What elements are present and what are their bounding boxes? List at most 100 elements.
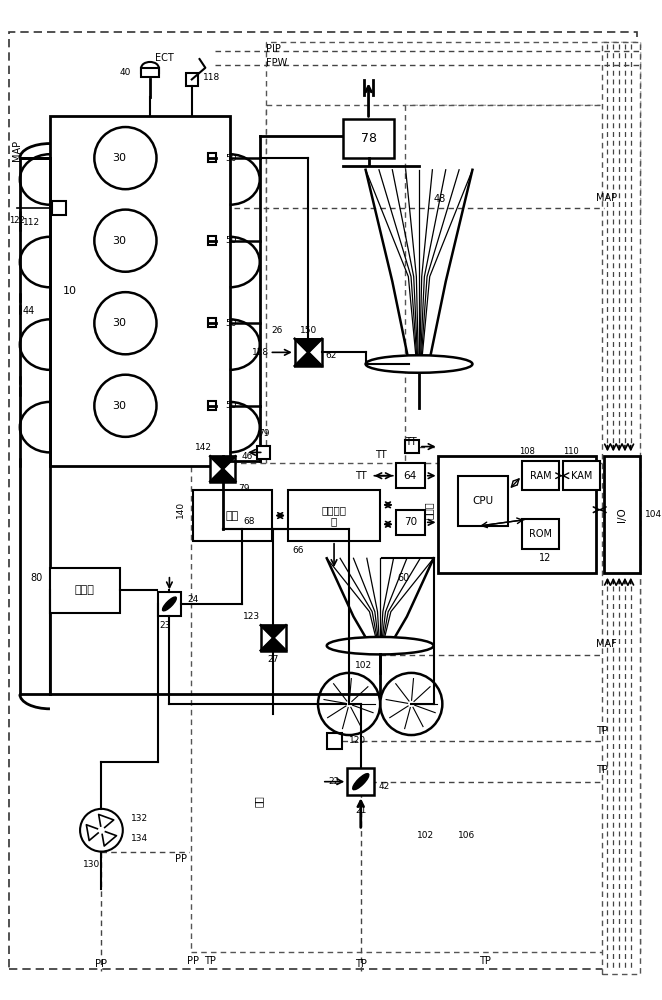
Bar <box>257 446 271 459</box>
Text: 68: 68 <box>244 517 255 526</box>
Text: MAF: MAF <box>596 639 616 649</box>
Text: TP: TP <box>205 956 216 966</box>
Text: ECT: ECT <box>155 53 173 63</box>
Bar <box>193 490 272 541</box>
Text: TP: TP <box>355 959 367 969</box>
Ellipse shape <box>327 637 434 654</box>
Text: 122: 122 <box>9 216 24 225</box>
Text: MAP: MAP <box>12 140 22 161</box>
Text: TP: TP <box>596 765 608 775</box>
Text: 62: 62 <box>326 351 337 360</box>
Bar <box>405 440 419 453</box>
Bar <box>438 456 596 573</box>
Ellipse shape <box>353 774 369 790</box>
Bar <box>50 116 230 466</box>
Text: ROM: ROM <box>529 529 552 539</box>
Text: 78: 78 <box>361 132 377 145</box>
Bar <box>186 73 197 86</box>
Text: 升压: 升压 <box>254 795 263 807</box>
Text: 70: 70 <box>404 517 417 527</box>
Text: 30: 30 <box>113 153 126 163</box>
Ellipse shape <box>365 355 473 373</box>
Bar <box>563 461 600 490</box>
Text: 140: 140 <box>176 501 185 518</box>
Text: 120: 120 <box>349 736 366 745</box>
Bar <box>261 625 286 651</box>
Text: 128: 128 <box>252 348 269 357</box>
Text: 44: 44 <box>23 306 34 316</box>
Bar <box>347 768 374 795</box>
Text: 134: 134 <box>130 834 148 843</box>
Bar <box>209 236 216 245</box>
Polygon shape <box>295 339 322 352</box>
Text: 108: 108 <box>519 447 535 456</box>
Bar <box>405 105 639 483</box>
Text: 22: 22 <box>328 777 340 786</box>
Text: RAM: RAM <box>530 471 551 481</box>
Text: 102: 102 <box>355 661 373 670</box>
Text: 46: 46 <box>241 452 253 461</box>
Text: 66: 66 <box>292 546 303 555</box>
Text: 150: 150 <box>300 326 317 335</box>
Bar <box>209 318 216 327</box>
Text: 42: 42 <box>378 782 389 791</box>
Bar <box>396 463 425 488</box>
Bar <box>295 339 322 366</box>
Bar <box>602 42 641 974</box>
Polygon shape <box>295 352 322 366</box>
Text: 112: 112 <box>23 218 40 227</box>
Bar <box>344 119 394 158</box>
Text: 12: 12 <box>539 553 551 563</box>
Polygon shape <box>261 638 286 651</box>
Bar <box>396 510 425 535</box>
Text: 10: 10 <box>62 286 76 296</box>
Text: 64: 64 <box>404 471 417 481</box>
Text: TT: TT <box>375 450 387 460</box>
Text: 30: 30 <box>113 401 126 411</box>
Bar <box>522 519 559 549</box>
Text: TT: TT <box>355 471 367 481</box>
Text: 电池: 电池 <box>226 511 239 521</box>
Text: 21: 21 <box>355 806 367 815</box>
Bar <box>604 456 641 573</box>
Text: 110: 110 <box>563 447 579 456</box>
Bar <box>211 456 236 482</box>
Text: 30: 30 <box>113 318 126 328</box>
Text: 102: 102 <box>416 831 434 840</box>
Text: 50: 50 <box>226 319 237 328</box>
Text: 涡轮驱动
器: 涡轮驱动 器 <box>322 505 346 526</box>
Text: 27: 27 <box>267 655 279 664</box>
Text: 106: 106 <box>458 831 475 840</box>
Text: 60: 60 <box>398 573 410 583</box>
Text: 控制器: 控制器 <box>424 501 434 519</box>
Bar <box>158 592 181 616</box>
Polygon shape <box>261 625 286 638</box>
Text: CPU: CPU <box>473 496 494 506</box>
Text: 30: 30 <box>113 236 126 246</box>
Text: 23: 23 <box>159 621 170 630</box>
Text: 80: 80 <box>30 573 42 583</box>
Text: TP: TP <box>596 726 608 736</box>
Text: KAM: KAM <box>571 471 592 481</box>
Text: 50: 50 <box>226 154 237 163</box>
Bar <box>288 490 380 541</box>
Bar <box>458 476 508 526</box>
Text: 104: 104 <box>645 510 662 519</box>
Text: 142: 142 <box>195 443 212 452</box>
Bar <box>209 153 216 162</box>
Bar <box>522 461 559 490</box>
Text: PP: PP <box>175 854 187 864</box>
Text: MAP: MAP <box>596 193 617 203</box>
Text: FPW: FPW <box>265 58 287 68</box>
Bar <box>209 401 216 410</box>
Text: 123: 123 <box>244 612 261 621</box>
Text: 40: 40 <box>120 68 131 77</box>
Bar <box>191 463 639 952</box>
Text: 118: 118 <box>203 73 220 82</box>
Polygon shape <box>211 469 236 482</box>
Text: PIP: PIP <box>265 44 281 54</box>
Text: PP: PP <box>95 959 107 969</box>
Text: PP: PP <box>187 956 199 966</box>
Text: 50: 50 <box>226 401 237 410</box>
Text: 130: 130 <box>83 860 101 869</box>
